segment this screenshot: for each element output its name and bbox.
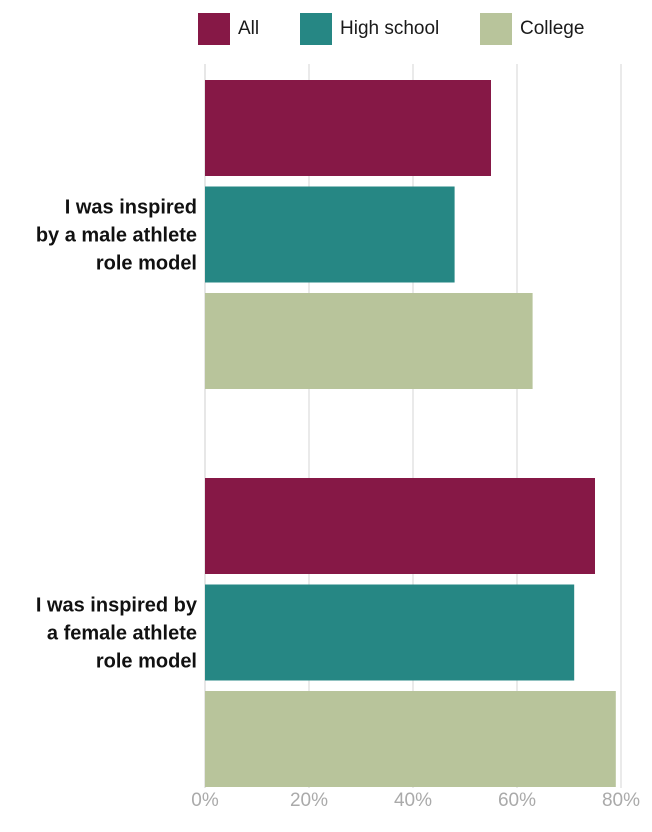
category-label: I was inspired by: [36, 595, 198, 617]
bar: [205, 584, 575, 681]
legend-swatch: [480, 13, 512, 45]
x-tick-label: 60%: [498, 790, 536, 811]
legend-label: All: [238, 18, 260, 39]
bar: [205, 691, 616, 787]
legend-label: College: [520, 18, 585, 39]
legend: All High school College: [0, 12, 652, 46]
bar: [205, 80, 491, 176]
bar: [205, 293, 533, 389]
bar: [205, 186, 455, 283]
legend-item: High school: [300, 12, 439, 46]
category-label: a female athlete: [47, 623, 197, 645]
legend-swatch: [300, 13, 332, 45]
legend-label: High school: [340, 18, 440, 39]
bar: [205, 478, 595, 574]
legend-swatch: [198, 13, 230, 45]
category-label: I was inspired: [65, 197, 197, 219]
category-label: role model: [96, 253, 197, 275]
category-label: by a male athlete: [36, 225, 197, 247]
category-label: role model: [96, 651, 197, 673]
legend-item: College: [480, 12, 584, 46]
x-tick-label: 0%: [191, 790, 219, 811]
legend-item: All: [198, 12, 259, 46]
x-tick-label: 40%: [394, 790, 432, 811]
x-tick-label: 80%: [602, 790, 640, 811]
x-tick-label: 20%: [290, 790, 328, 811]
